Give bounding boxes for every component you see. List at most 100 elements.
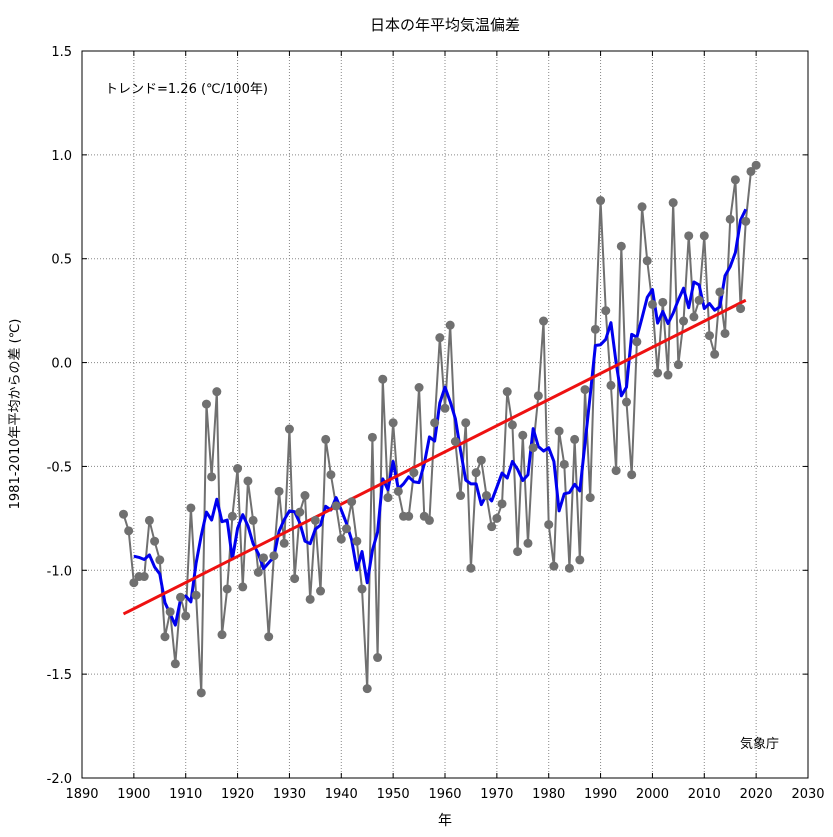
annual-data-point — [601, 306, 611, 316]
annual-data-point — [331, 501, 341, 511]
annual-data-point — [715, 287, 725, 297]
annual-data-point — [295, 507, 305, 517]
x-tick-label: 2030 — [791, 787, 824, 802]
annual-data-point — [751, 160, 761, 170]
y-tick-label: -2.0 — [47, 772, 72, 787]
annual-data-point — [290, 574, 300, 584]
annual-data-point — [248, 515, 258, 525]
annual-data-point — [476, 455, 486, 465]
annual-data-point — [409, 468, 419, 478]
annual-data-point — [689, 312, 699, 322]
annual-data-point — [596, 196, 606, 206]
annual-series-line — [122, 164, 757, 693]
x-tick-label: 2020 — [740, 787, 773, 802]
annual-data-point — [684, 231, 694, 241]
annual-data-point — [492, 513, 502, 523]
annual-data-point — [642, 256, 652, 266]
annual-data-point — [362, 684, 372, 694]
annual-data-point — [653, 368, 663, 378]
annual-data-point — [435, 333, 445, 343]
y-tick-label: 1.0 — [51, 149, 72, 164]
x-tick-label: 2000 — [636, 787, 669, 802]
annual-data-point — [222, 584, 232, 594]
annual-data-point — [155, 555, 165, 565]
annual-data-point — [150, 536, 160, 546]
annual-data-point — [673, 360, 683, 370]
annual-data-point — [606, 380, 616, 390]
annual-data-point — [704, 331, 714, 341]
annual-data-point — [611, 466, 621, 476]
x-tick-label: 1940 — [325, 787, 358, 802]
annual-data-point — [637, 202, 647, 212]
annual-data-point — [518, 430, 528, 440]
annual-data-point — [233, 464, 243, 474]
chart-title: 日本の年平均気温偏差 — [370, 16, 520, 34]
annual-data-point — [585, 493, 595, 503]
y-tick-label: -1.5 — [47, 668, 72, 683]
annual-data-point — [590, 324, 600, 334]
annual-data-point — [507, 420, 517, 430]
annual-data-point — [679, 316, 689, 326]
annual-data-point — [310, 515, 320, 525]
annual-data-point — [352, 536, 362, 546]
annual-data-point — [746, 166, 756, 176]
annual-data-point — [196, 688, 206, 698]
annual-data-point — [549, 561, 559, 571]
x-tick-label: 1970 — [480, 787, 513, 802]
annual-data-point — [736, 304, 746, 314]
annual-data-point — [502, 387, 512, 397]
annual-data-point — [144, 515, 154, 525]
annual-data-point — [284, 424, 294, 434]
annual-data-point — [424, 515, 434, 525]
annual-data-point — [627, 470, 637, 480]
x-tick-label: 1890 — [65, 787, 98, 802]
x-tick-label: 1930 — [273, 787, 306, 802]
annual-data-point — [367, 432, 377, 442]
annual-data-point — [564, 563, 574, 573]
annual-data-point — [450, 437, 460, 447]
annual-data-point — [471, 468, 481, 478]
annual-data-point — [383, 493, 393, 503]
x-axis-ticks: 1890 1900 1910 1920 1930 1940 1950 1960 1970 1980… — [65, 51, 825, 802]
annual-data-point — [170, 659, 180, 669]
annual-data-point — [347, 497, 357, 507]
grid-lines — [82, 51, 808, 778]
moving-average-line — [133, 208, 748, 627]
annual-data-point — [647, 299, 657, 309]
x-tick-label: 1990 — [584, 787, 617, 802]
x-tick-label: 1910 — [169, 787, 202, 802]
annual-data-point — [336, 534, 346, 544]
annual-data-point — [632, 337, 642, 347]
annual-data-point — [445, 320, 455, 330]
annual-data-point — [668, 198, 678, 208]
annual-data-point — [259, 553, 268, 563]
annual-data-point — [481, 491, 491, 501]
annual-data-point — [378, 374, 388, 384]
annual-data-point — [217, 630, 227, 640]
annual-data-point — [663, 370, 673, 380]
annual-data-point — [305, 594, 315, 604]
annual-data-point — [181, 611, 191, 621]
annual-data-point — [357, 584, 367, 594]
annual-data-point — [341, 524, 351, 534]
annual-data-point — [118, 509, 128, 519]
annual-data-point — [523, 538, 533, 548]
y-axis-label: 1981-2010年平均からの差 (℃) — [8, 319, 23, 510]
annual-data-point — [227, 511, 237, 521]
x-tick-label: 1980 — [532, 787, 565, 802]
annual-data-point — [321, 434, 331, 444]
annual-data-point — [269, 551, 279, 561]
annual-data-point — [274, 486, 284, 496]
annual-data-point — [186, 503, 196, 513]
annual-data-point — [513, 547, 523, 557]
annual-data-point — [575, 555, 585, 565]
annual-data-point — [326, 470, 336, 480]
annual-data-point — [580, 385, 590, 395]
annual-data-point — [730, 175, 740, 185]
annual-data-point — [544, 520, 554, 530]
x-tick-label: 1900 — [117, 787, 150, 802]
annual-data-point — [533, 391, 543, 401]
trend-annotation: トレンド=1.26 (℃/100年) — [105, 82, 268, 97]
annual-data-point — [528, 443, 538, 453]
